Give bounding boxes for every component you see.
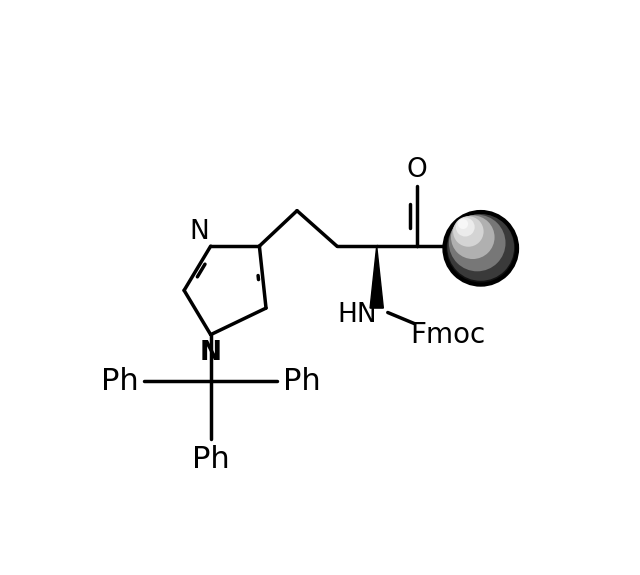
Text: N: N [189, 219, 209, 245]
Text: N: N [200, 340, 221, 366]
Text: HN: HN [337, 302, 376, 328]
Polygon shape [370, 246, 383, 308]
Circle shape [447, 214, 514, 281]
Circle shape [456, 217, 475, 236]
Text: Ph: Ph [192, 446, 230, 474]
Text: Fmoc: Fmoc [410, 321, 485, 348]
Text: O: O [406, 156, 427, 182]
Text: Ph: Ph [283, 367, 320, 396]
Circle shape [451, 216, 495, 259]
Circle shape [453, 216, 484, 247]
Circle shape [449, 214, 506, 271]
Text: Ph: Ph [101, 367, 139, 396]
Circle shape [444, 212, 517, 285]
Circle shape [458, 219, 468, 229]
